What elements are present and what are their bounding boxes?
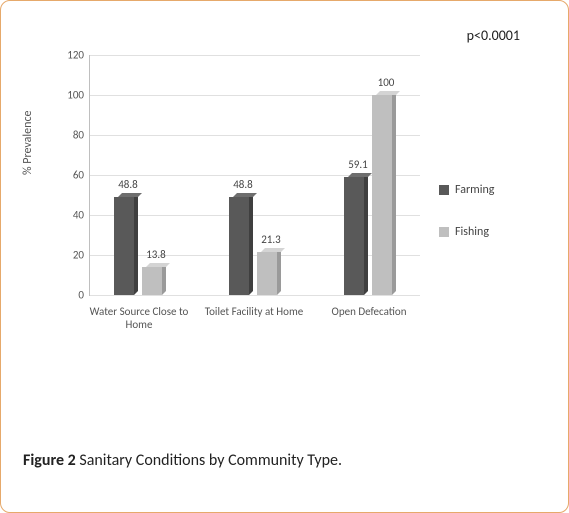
- plot-region: 02040608010012048.813.848.821.359.1100: [89, 55, 420, 296]
- bar: 48.8: [229, 197, 253, 295]
- figure-caption: Figure 2 Sanitary Conditions by Communit…: [23, 451, 342, 470]
- chart-area: p<0.0001 % Prevalence 0 20 40 60 80 100 120 48.…: [19, 15, 550, 395]
- y-tick-label: 60: [54, 169, 90, 182]
- chart: % Prevalence 02040608010012048.813.848.8…: [19, 45, 550, 395]
- legend-item-fishing: Fishing: [439, 225, 494, 239]
- bar: 21.3: [257, 252, 281, 295]
- bar-group: 59.1100: [330, 55, 410, 295]
- bar: 100: [372, 95, 396, 295]
- y-tick-label: 0: [54, 289, 90, 302]
- caption-figure-number: Figure 2: [23, 451, 76, 470]
- y-tick-label: 40: [54, 209, 90, 222]
- caption-text: Sanitary Conditions by Community Type.: [76, 451, 342, 470]
- bar: 48.8: [114, 197, 138, 295]
- bar-value-label: 48.8: [229, 178, 257, 193]
- y-axis-label: % Prevalence: [21, 111, 35, 176]
- p-value-label: p<0.0001: [467, 27, 520, 44]
- bar-value-label: 21.3: [257, 233, 285, 248]
- legend-item-farming: Farming: [439, 183, 494, 197]
- bar: 59.1: [344, 177, 368, 295]
- y-tick-label: 80: [54, 129, 90, 142]
- category-label: Toilet Facility at Home: [204, 305, 304, 318]
- bar-group: 48.821.3: [215, 55, 295, 295]
- bar-value-label: 59.1: [344, 158, 372, 173]
- category-label: Water Source Close to Home: [89, 305, 189, 331]
- legend: Farming Fishing: [439, 155, 494, 267]
- legend-label: Fishing: [455, 225, 489, 239]
- y-tick-label: 20: [54, 249, 90, 262]
- bar-group: 48.813.8: [100, 55, 180, 295]
- legend-swatch-fishing: [439, 227, 449, 237]
- legend-swatch-farming: [439, 185, 449, 195]
- legend-label: Farming: [455, 183, 494, 197]
- bar-value-label: 100: [372, 76, 400, 91]
- y-tick-label: 100: [54, 89, 90, 102]
- bar: 13.8: [142, 267, 166, 295]
- bar-value-label: 48.8: [114, 178, 142, 193]
- bar-value-label: 13.8: [142, 248, 170, 263]
- figure-container: p<0.0001 % Prevalence 0 20 40 60 80 100 120 48.…: [0, 0, 569, 513]
- category-label: Open Defecation: [319, 305, 419, 318]
- y-tick-label: 120: [54, 49, 90, 62]
- gridline: [90, 295, 420, 296]
